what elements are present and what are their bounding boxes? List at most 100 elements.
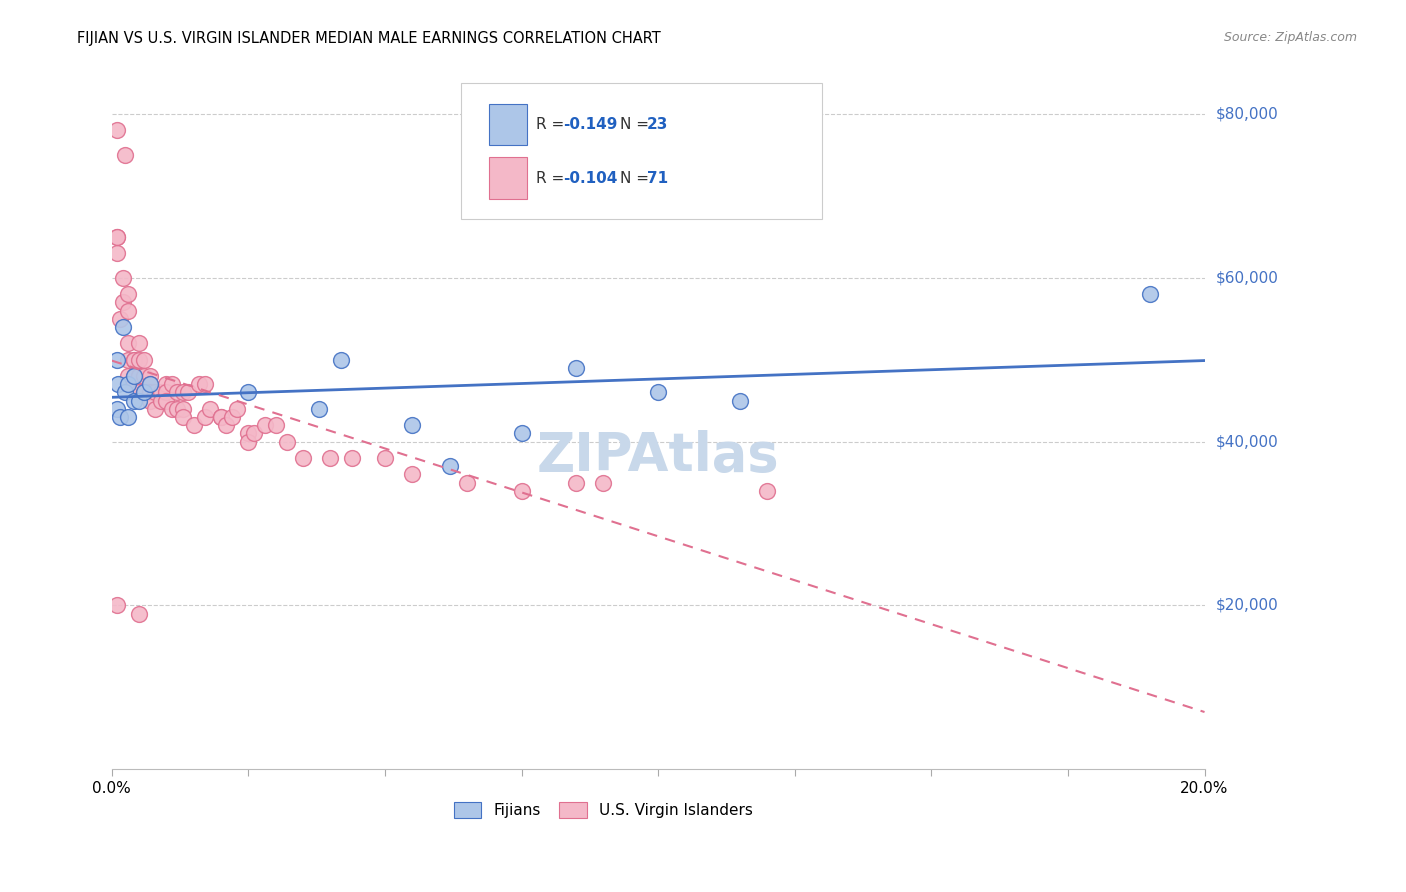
Point (330, 352, 353, 367)
Point (139, 385, 162, 400)
Point (105, 401, 128, 416)
Point (166, 385, 188, 400)
Point (128, 385, 150, 400)
Point (209, 410, 232, 425)
Text: N =: N = (620, 170, 654, 186)
Point (128, 607, 150, 621)
Text: R =: R = (536, 117, 569, 132)
Point (128, 336, 150, 351)
Point (105, 123, 128, 137)
Point (139, 377, 162, 392)
Point (401, 467, 423, 482)
Point (647, 385, 669, 400)
Point (122, 369, 145, 384)
Point (565, 475, 588, 490)
Point (105, 599, 128, 613)
FancyBboxPatch shape (461, 84, 823, 219)
Point (128, 369, 150, 384)
Point (172, 385, 194, 400)
Point (122, 352, 145, 367)
Point (117, 352, 139, 367)
Point (340, 450, 363, 465)
Point (114, 148, 136, 162)
Point (291, 450, 314, 465)
Point (728, 393, 751, 408)
Point (139, 393, 162, 408)
Point (194, 410, 217, 425)
Point (238, 426, 260, 441)
Point (117, 287, 139, 301)
Point (510, 426, 533, 441)
FancyBboxPatch shape (489, 103, 527, 145)
Point (172, 401, 194, 416)
Point (145, 401, 167, 416)
Point (128, 393, 150, 408)
Point (160, 401, 183, 416)
Point (149, 385, 172, 400)
Point (111, 270, 134, 285)
Point (276, 434, 298, 449)
Point (238, 385, 260, 400)
Point (188, 377, 211, 392)
Text: $60,000: $60,000 (1216, 270, 1278, 285)
FancyBboxPatch shape (489, 157, 527, 199)
Point (183, 418, 205, 433)
Point (117, 369, 139, 384)
Point (264, 418, 287, 433)
Text: $80,000: $80,000 (1216, 106, 1278, 121)
Point (122, 377, 145, 392)
Point (108, 311, 131, 326)
Point (122, 369, 145, 384)
Point (253, 418, 276, 433)
Point (209, 410, 232, 425)
Point (155, 393, 177, 408)
Point (111, 320, 134, 334)
Point (139, 369, 162, 384)
Point (160, 377, 183, 392)
Point (117, 410, 139, 425)
Point (128, 352, 150, 367)
Point (198, 401, 221, 416)
Point (105, 229, 128, 244)
Text: ZIPAtlas: ZIPAtlas (537, 430, 779, 482)
Point (194, 377, 217, 392)
Point (128, 369, 150, 384)
Point (105, 229, 128, 244)
Point (155, 385, 177, 400)
Text: -0.104: -0.104 (562, 170, 617, 186)
Point (117, 336, 139, 351)
Point (145, 385, 167, 400)
Point (374, 450, 396, 465)
Point (319, 450, 342, 465)
Legend: Fijians, U.S. Virgin Islanders: Fijians, U.S. Virgin Islanders (449, 797, 759, 824)
Point (122, 393, 145, 408)
Point (134, 352, 156, 367)
Point (117, 377, 139, 392)
Text: $20,000: $20,000 (1216, 598, 1278, 613)
Point (134, 385, 156, 400)
Point (565, 360, 588, 375)
Point (221, 410, 243, 425)
Text: 23: 23 (647, 117, 669, 132)
Point (122, 352, 145, 367)
Text: R =: R = (536, 170, 569, 186)
Point (1139, 287, 1161, 301)
Point (756, 483, 779, 498)
Point (242, 426, 264, 441)
Point (134, 369, 156, 384)
Point (107, 377, 129, 392)
Point (114, 385, 136, 400)
Point (238, 434, 260, 449)
Point (172, 410, 194, 425)
Text: Source: ZipAtlas.com: Source: ZipAtlas.com (1223, 31, 1357, 45)
Point (108, 410, 131, 425)
Point (149, 393, 172, 408)
Text: FIJIAN VS U.S. VIRGIN ISLANDER MEDIAN MALE EARNINGS CORRELATION CHART: FIJIAN VS U.S. VIRGIN ISLANDER MEDIAN MA… (77, 31, 661, 46)
Point (439, 459, 461, 474)
Text: -0.149: -0.149 (562, 117, 617, 132)
Point (139, 377, 162, 392)
Point (134, 385, 156, 400)
Point (155, 377, 177, 392)
Point (401, 418, 423, 433)
Point (177, 385, 200, 400)
